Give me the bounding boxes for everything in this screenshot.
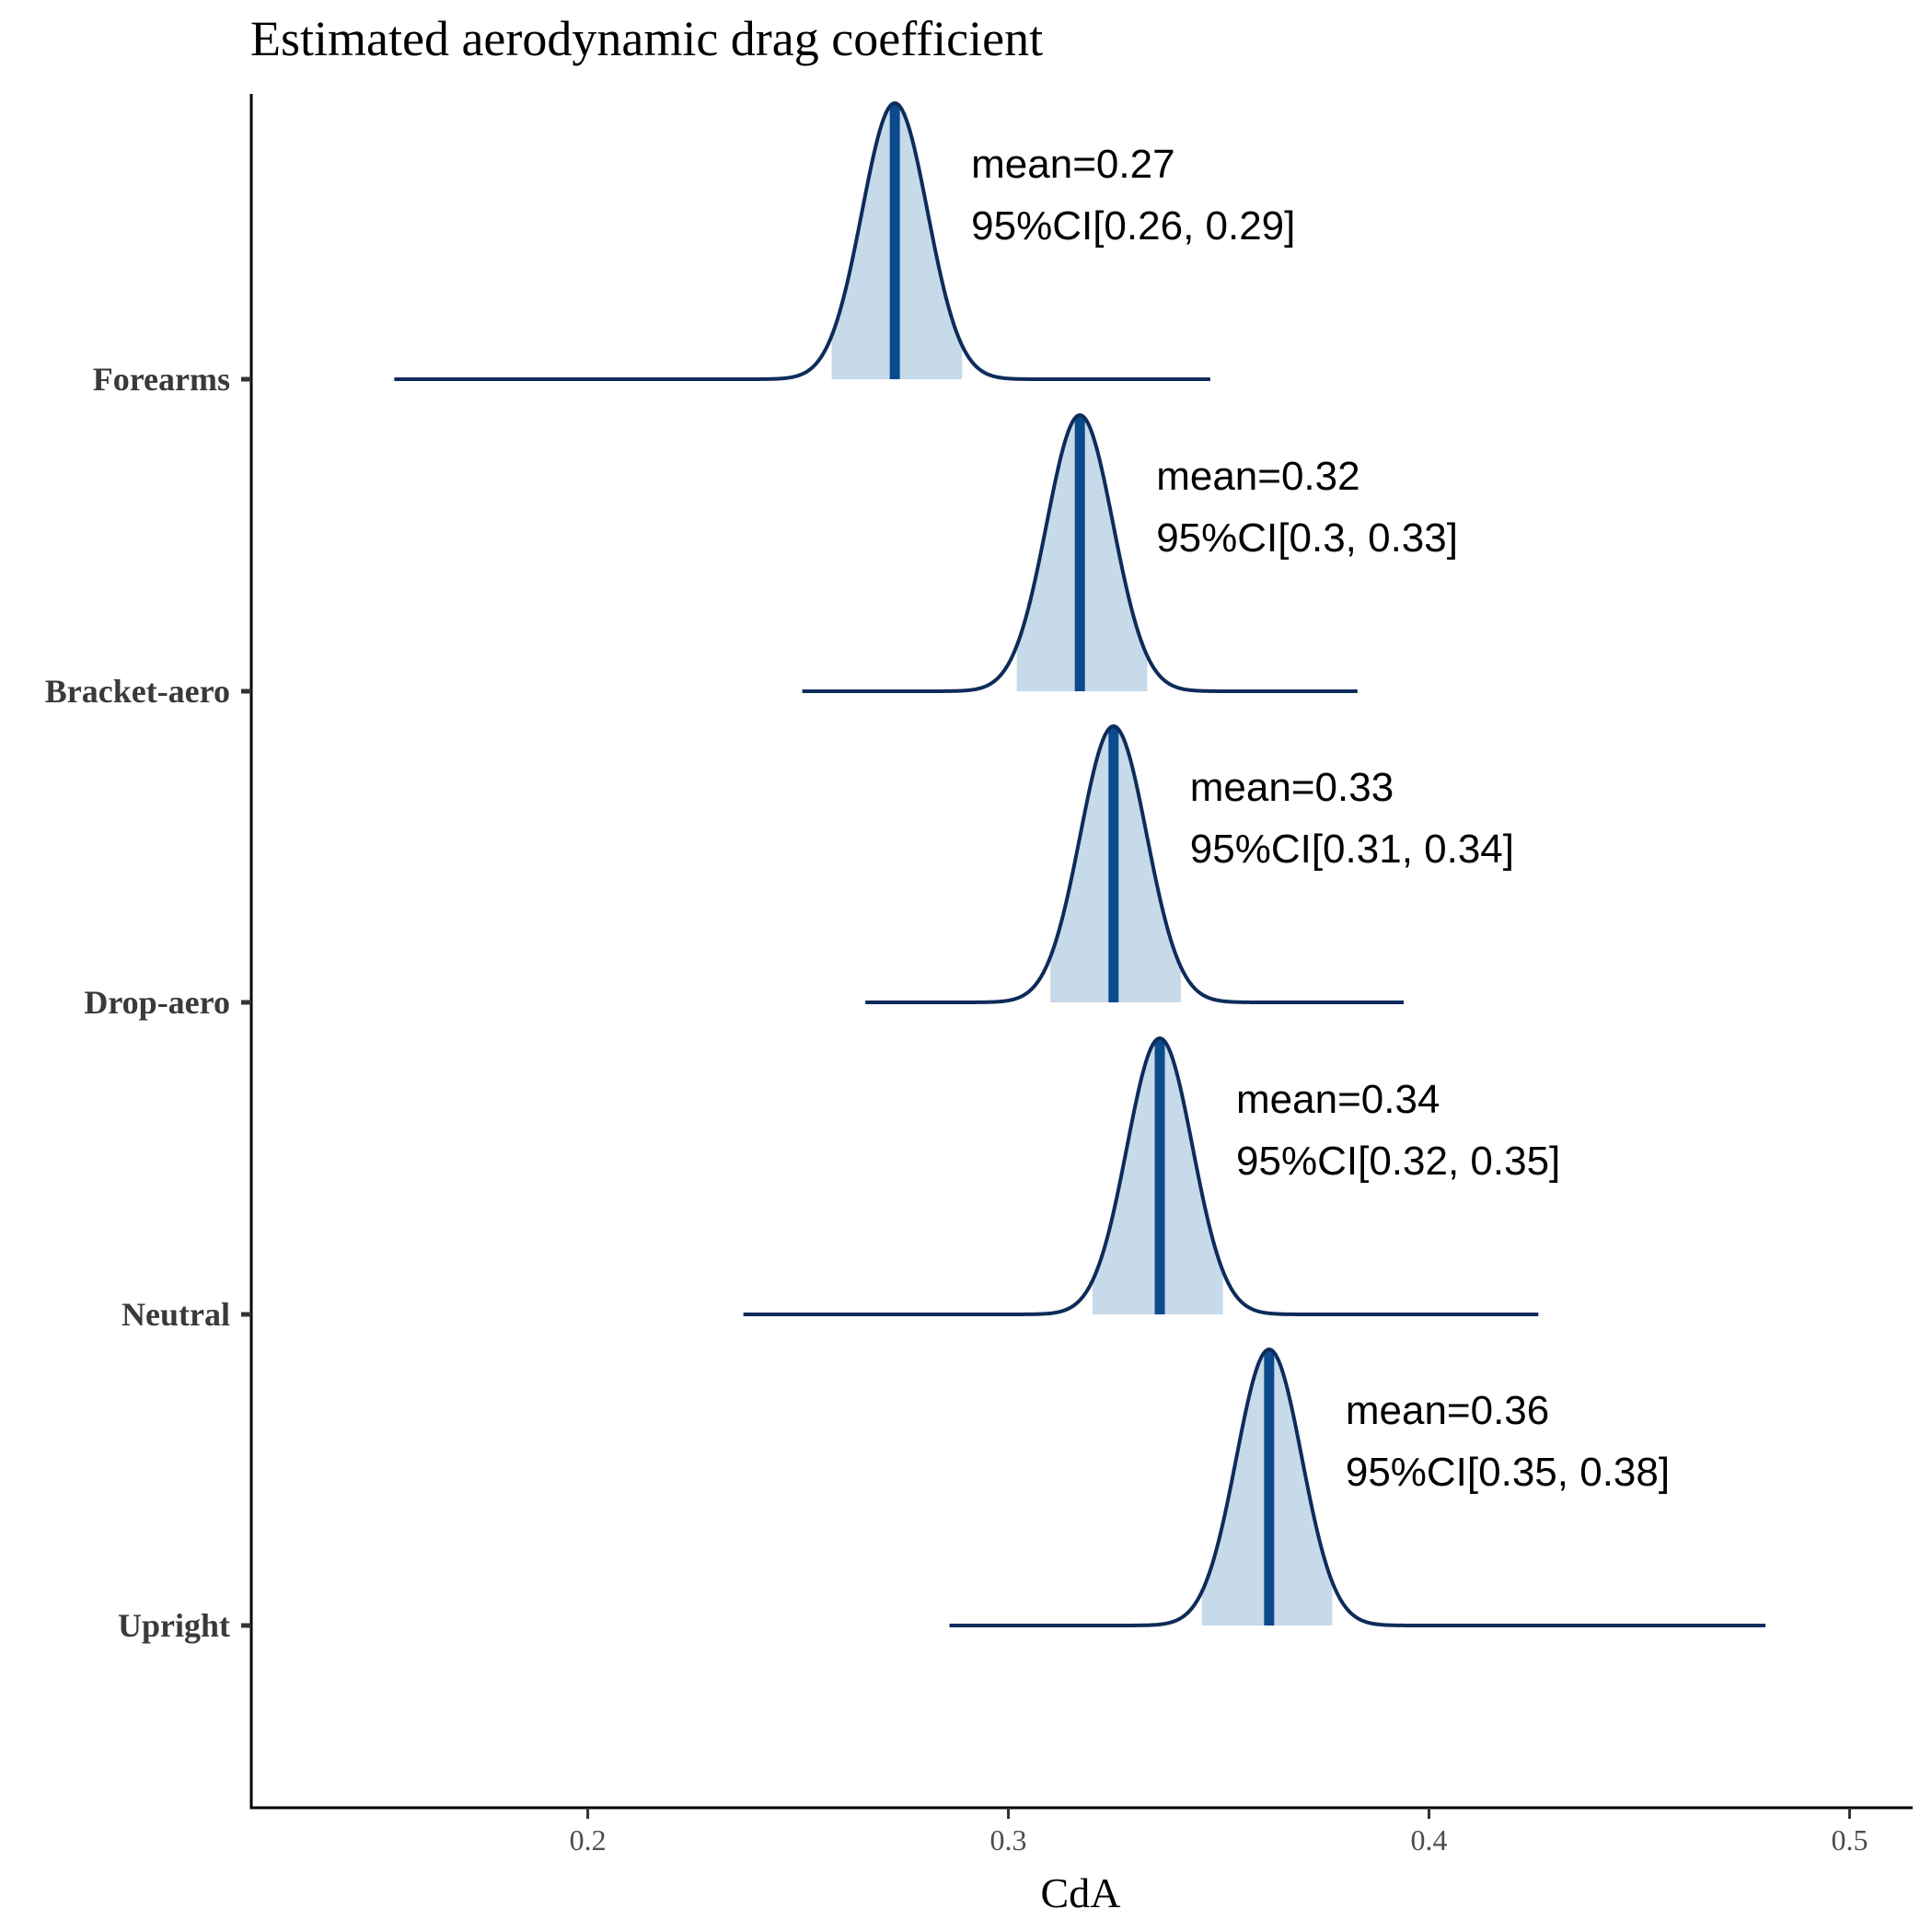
ci-label-neutral: 95%CI[0.32, 0.35] — [1236, 1139, 1560, 1184]
y-tick-label-bracket-aero: Bracket-aero — [45, 673, 230, 710]
x-tick-label-1: 0.3 — [990, 1823, 1027, 1857]
chart-title: Estimated aerodynamic drag coefficient — [250, 11, 1043, 66]
x-tick-label-3: 0.5 — [1831, 1823, 1868, 1857]
ci-label-bracket-aero: 95%CI[0.3, 0.33] — [1156, 515, 1458, 561]
ci-label-forearms: 95%CI[0.26, 0.29] — [971, 203, 1295, 249]
ridge-neutral: mean=0.34 95%CI[0.32, 0.35] — [743, 1036, 1560, 1316]
x-tick-label-2: 0.4 — [1410, 1823, 1447, 1857]
ridge-drop-aero: mean=0.33 95%CI[0.31, 0.34] — [864, 724, 1514, 1004]
y-tick-label-drop-aero: Drop-aero — [84, 984, 230, 1021]
density-outline-drop-aero — [864, 724, 1405, 1004]
x-axis: 0.2 0.3 0.4 0.5 — [570, 1808, 1868, 1857]
plot-area: mean=0.27 95%CI[0.26, 0.29] mean=0.32 95%CI… — [394, 101, 1766, 1627]
density-outline-neutral — [743, 1036, 1539, 1316]
density-outline-bracket-aero — [802, 413, 1359, 693]
ridge-bracket-aero: mean=0.32 95%CI[0.3, 0.33] — [802, 413, 1458, 693]
ridge-forearms: mean=0.27 95%CI[0.26, 0.29] — [394, 101, 1295, 381]
y-tick-label-forearms: Forearms — [93, 361, 230, 398]
mean-label-bracket-aero: mean=0.32 — [1156, 454, 1359, 499]
density-outline-upright — [949, 1348, 1766, 1627]
mean-label-neutral: mean=0.34 — [1236, 1077, 1440, 1122]
y-axis: Forearms Bracket-aero Drop-aero Neutral Upri… — [45, 361, 251, 1644]
y-tick-label-upright: Upright — [118, 1607, 230, 1644]
x-axis-title: CdA — [1041, 1869, 1121, 1916]
mean-label-drop-aero: mean=0.33 — [1190, 765, 1394, 810]
mean-label-upright: mean=0.36 — [1346, 1388, 1549, 1433]
x-tick-label-0: 0.2 — [570, 1823, 607, 1857]
ci-label-drop-aero: 95%CI[0.31, 0.34] — [1190, 827, 1514, 872]
mean-label-forearms: mean=0.27 — [971, 142, 1174, 187]
ridge-upright: mean=0.36 95%CI[0.35, 0.38] — [949, 1348, 1766, 1627]
ci-label-upright: 95%CI[0.35, 0.38] — [1346, 1450, 1670, 1495]
y-tick-label-neutral: Neutral — [121, 1296, 230, 1333]
density-outline-forearms — [394, 101, 1210, 381]
